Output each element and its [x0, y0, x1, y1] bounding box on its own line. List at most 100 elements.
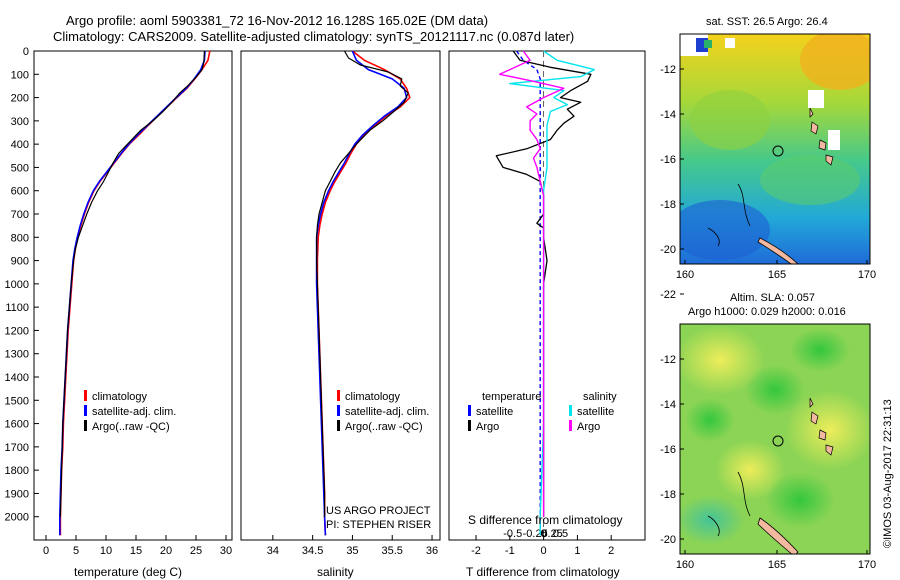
y-tick-label: 0: [23, 46, 29, 58]
y-tick-label: 600: [11, 186, 29, 198]
t-difference-axis-label: T difference from climatology: [466, 565, 620, 579]
salinity-axis-label: salinity: [317, 565, 354, 579]
y-tick-label: 1100: [5, 302, 29, 314]
temperature-axis-label: temperature (deg C): [74, 565, 183, 579]
difference-legend-salinity: salinity satellite Argo: [569, 390, 617, 435]
top-tick-label: 0.5: [553, 528, 568, 540]
x-tick-label: 35: [346, 545, 358, 557]
series-line-temperature-satellite: [516, 50, 541, 536]
temperature-legend: climatology satellite-adj. clim. Argo(..…: [84, 390, 176, 435]
x-tick-label: 10: [100, 545, 112, 557]
legend-swatch-black: [468, 420, 471, 431]
sla-map-title-line-1: Altim. SLA: 0.057: [730, 292, 815, 304]
legend-head-temperature: temperature: [482, 391, 542, 403]
coastline: [757, 237, 799, 264]
sla-blob-low: [765, 472, 835, 528]
reef-outline: [707, 183, 751, 247]
sla-blob-low: [685, 398, 735, 442]
map-x-tick-label: 165: [768, 269, 786, 281]
sla-blob-low: [745, 365, 805, 415]
profile-panel-1: 0 5 10 15 20 25 300100200300400500600700800900…: [5, 46, 233, 557]
x-tick-label: 0: [43, 545, 49, 557]
figure-title-line-1: Argo profile: aoml 5903381_72 16-Nov-201…: [66, 13, 489, 28]
legend-swatch-black: [84, 420, 87, 431]
x-tick-label: 34.5: [302, 545, 323, 557]
y-tick-label: 400: [11, 139, 29, 151]
project-credit-line-2: PI: STEPHEN RISER: [326, 519, 432, 531]
legend-item-climatology: climatology: [337, 390, 429, 405]
y-tick-label: 200: [11, 93, 29, 105]
legend-label: satellite-adj. clim.: [345, 406, 430, 418]
sst-missing-data: [828, 130, 840, 150]
sst-map-frame: [679, 33, 871, 265]
x-tick-label: -1: [505, 545, 515, 557]
y-tick-label: 1200: [5, 325, 29, 337]
island: [809, 107, 834, 166]
legend-item-climatology: climatology: [84, 390, 176, 405]
series-line-argo: [59, 50, 205, 517]
figure-title-line-2: Climatology: CARS2009. Satellite-adjuste…: [53, 29, 575, 44]
sst-map: 160 165 170 -12 -14 -16 -18 -20 -22: [660, 33, 876, 301]
legend-swatch-magenta: [569, 420, 572, 431]
map-x-tick-label: 165: [768, 559, 786, 571]
legend-item-satellite: satellite-adj. clim.: [337, 405, 429, 420]
y-tick-label: 1600: [5, 419, 29, 431]
sst-blob: [760, 155, 860, 205]
argo-float-location: [772, 435, 784, 447]
maps: 160 165 170 -12 -14 -16 -18 -20 -22 160 165 170 -12…: [660, 33, 876, 580]
sst-blob: [680, 200, 770, 260]
profile-panel-2: 34 34.5 35 35.5 36: [240, 50, 441, 557]
series-line-temperature-argo: [495, 50, 592, 517]
legend-item-argo: Argo(..raw -QC): [337, 420, 429, 435]
legend-label: Argo: [577, 421, 601, 433]
sst-missing-data: [725, 38, 735, 48]
map-y-tick-label: -22: [660, 289, 676, 301]
sla-blob-high: [715, 440, 785, 500]
x-tick-label: 36: [426, 545, 438, 557]
map-y-tick-label: -16: [660, 154, 676, 166]
y-tick-label: 300: [11, 116, 29, 128]
series-line-argo: [316, 50, 409, 517]
sla-blob-low: [790, 328, 850, 372]
legend-label: satellite: [577, 406, 615, 418]
legend-label: Argo(..raw -QC): [92, 421, 170, 433]
map-x-tick-label: 160: [676, 559, 694, 571]
map-x-tick-label: 170: [858, 559, 876, 571]
series-line-satellite-adj-clim-: [315, 50, 408, 536]
map-y-tick-label: -14: [660, 109, 676, 121]
legend-item-satellite: satellite-adj. clim.: [84, 405, 176, 420]
sst-cold-patch: [704, 40, 712, 48]
profile-charts: 0 5 10 15 20 25 300100200300400500600700800900…: [5, 46, 646, 557]
panel-frame: [240, 50, 441, 541]
x-tick-label: 30: [220, 545, 232, 557]
legend-label: satellite: [476, 406, 514, 418]
y-tick-label: 900: [11, 256, 29, 268]
y-tick-label: 1300: [5, 349, 29, 361]
sst-missing-data: [808, 90, 824, 108]
sla-blob-high: [680, 325, 765, 395]
copyright-stamp: ©IMOS 03-Aug-2017 22:31:13: [882, 399, 894, 548]
x-tick-label: 1: [574, 545, 580, 557]
legend-label: Argo(..raw -QC): [345, 421, 423, 433]
map-x-tick-label: 160: [676, 269, 694, 281]
series-line-salinity-argo: [499, 50, 565, 517]
top-tick-label: 0.25: [541, 528, 562, 540]
legend-label: Argo: [476, 421, 500, 433]
y-tick-label: 500: [11, 162, 29, 174]
x-tick-label: 25: [190, 545, 202, 557]
sst-blob: [800, 34, 870, 90]
y-tick-label: 100: [11, 69, 29, 81]
legend-swatch-red: [84, 390, 87, 401]
legend-label: climatology: [92, 391, 148, 403]
y-tick-label: 700: [11, 209, 29, 221]
salinity-legend: climatology satellite-adj. clim. Argo(..…: [337, 390, 429, 435]
map-y-tick-label: -12: [660, 354, 676, 366]
sla-map-title-line-2: Argo h1000: 0.029 h2000: 0.016: [688, 306, 846, 318]
legend-swatch-red: [337, 390, 340, 401]
project-credit-line-1: US ARGO PROJECT: [326, 505, 431, 517]
legend-swatch-blue: [468, 405, 471, 416]
